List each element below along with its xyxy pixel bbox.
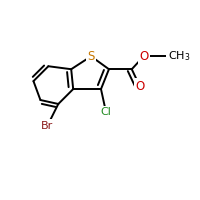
Text: CH$_3$: CH$_3$ (168, 49, 190, 63)
Text: O: O (135, 80, 144, 93)
Text: O: O (139, 50, 148, 63)
Text: Cl: Cl (101, 107, 111, 117)
Text: S: S (87, 50, 95, 63)
Text: Br: Br (41, 121, 53, 131)
